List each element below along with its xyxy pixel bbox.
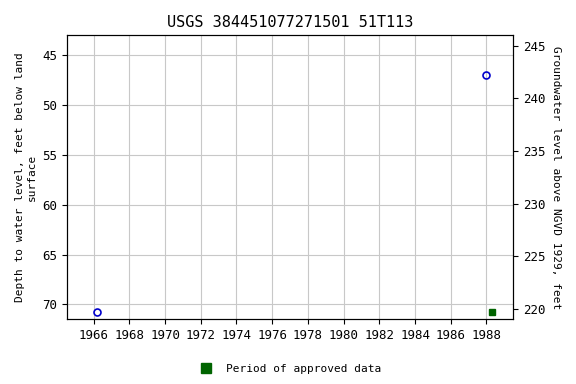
Y-axis label: Groundwater level above NGVD 1929, feet: Groundwater level above NGVD 1929, feet	[551, 46, 561, 309]
Legend: Period of approved data: Period of approved data	[191, 359, 385, 379]
Y-axis label: Depth to water level, feet below land
surface: Depth to water level, feet below land su…	[15, 53, 37, 302]
Title: USGS 384451077271501 51T113: USGS 384451077271501 51T113	[167, 15, 413, 30]
